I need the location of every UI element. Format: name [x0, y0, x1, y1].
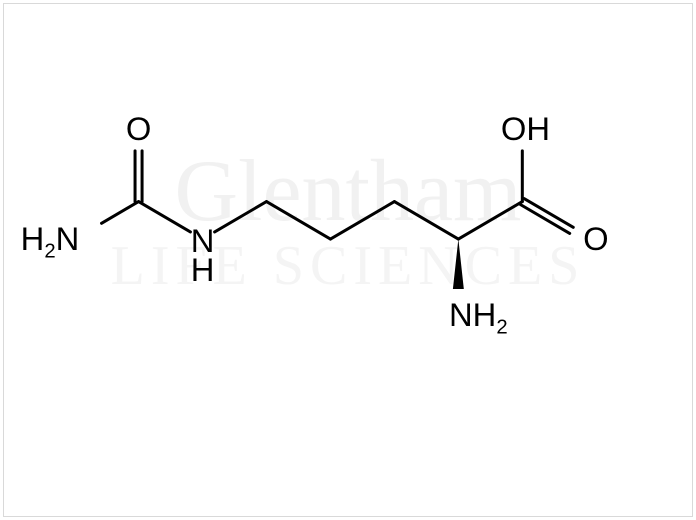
atom-label: O	[583, 220, 608, 258]
atom-label: NH2	[449, 296, 508, 334]
atom-label: O	[126, 110, 151, 148]
atom-label: OH	[501, 110, 550, 148]
atom-label: H2N	[21, 220, 80, 258]
atom-label: H	[191, 251, 215, 289]
molecule-structure	[0, 0, 696, 520]
